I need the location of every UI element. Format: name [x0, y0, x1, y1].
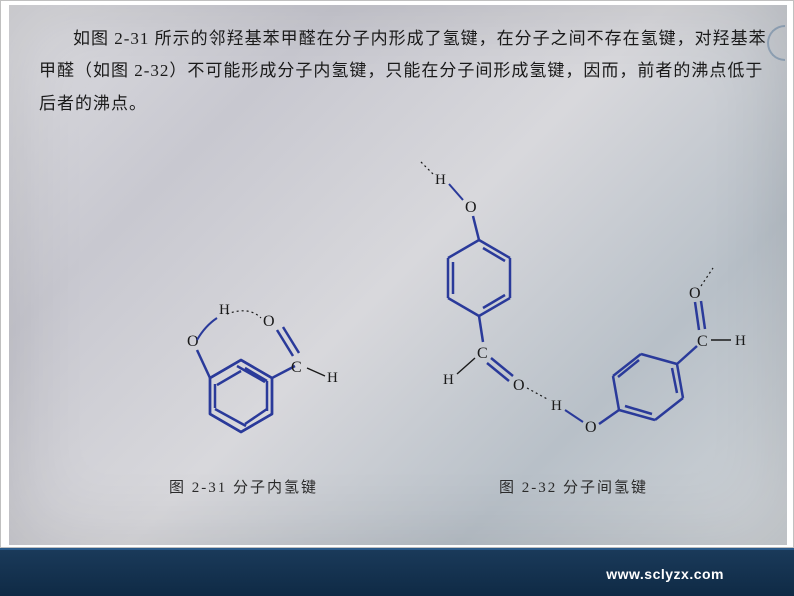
atom-C-ald-b: C — [697, 333, 708, 350]
atom-C-ald-a: C — [477, 345, 488, 362]
hydrogen-bond-intra — [227, 311, 261, 318]
atom-H-aldehyde: H — [327, 370, 338, 386]
hydrogen-bond-inter — [527, 388, 549, 400]
atom-O-hydroxyl: O — [187, 333, 199, 350]
page-corner-mark — [767, 25, 785, 61]
diagrams-area: O H C O H — [9, 150, 787, 490]
atom-C-aldehyde: C — [291, 359, 302, 376]
atom-H-oh-b: H — [551, 398, 562, 414]
molecule-a-ring — [448, 240, 510, 316]
atom-O-ald-b: O — [689, 285, 701, 302]
caption-left: 图 2-31 分子内氢键 — [169, 476, 318, 497]
caption-right: 图 2-32 分子间氢键 — [499, 476, 648, 497]
textbook-photo: 如图 2-31 所示的邻羟基苯甲醛在分子内形成了氢键，在分子之间不存在氢键，对羟… — [9, 5, 787, 545]
atom-O-ald-a: O — [513, 377, 525, 394]
atom-O-oh-b: O — [585, 419, 597, 436]
slide-container: 如图 2-31 所示的邻羟基苯甲醛在分子内形成了氢键，在分子之间不存在氢键，对羟… — [0, 0, 794, 548]
atom-H-hydroxyl: H — [219, 302, 230, 318]
paragraph: 如图 2-31 所示的邻羟基苯甲醛在分子内形成了氢键，在分子之间不存在氢键，对羟… — [39, 23, 769, 120]
atom-O-aldehyde: O — [263, 313, 275, 330]
atom-O-top-a: O — [465, 199, 477, 216]
body-text: 如图 2-31 所示的邻羟基苯甲醛在分子内形成了氢键，在分子之间不存在氢键，对羟… — [39, 23, 769, 120]
diagram-intramolecular: O H C O H — [9, 150, 369, 490]
molecule-b-ring — [613, 354, 683, 420]
atom-H-top-a: H — [435, 172, 446, 188]
diagram-intermolecular: O H C H O H O — [369, 150, 789, 490]
footer-bar: www.sclyzx.com — [0, 548, 794, 596]
atom-H-ald-b: H — [735, 333, 746, 349]
atom-H-ald-a: H — [443, 372, 454, 388]
footer-url: www.sclyzx.com — [606, 566, 724, 582]
